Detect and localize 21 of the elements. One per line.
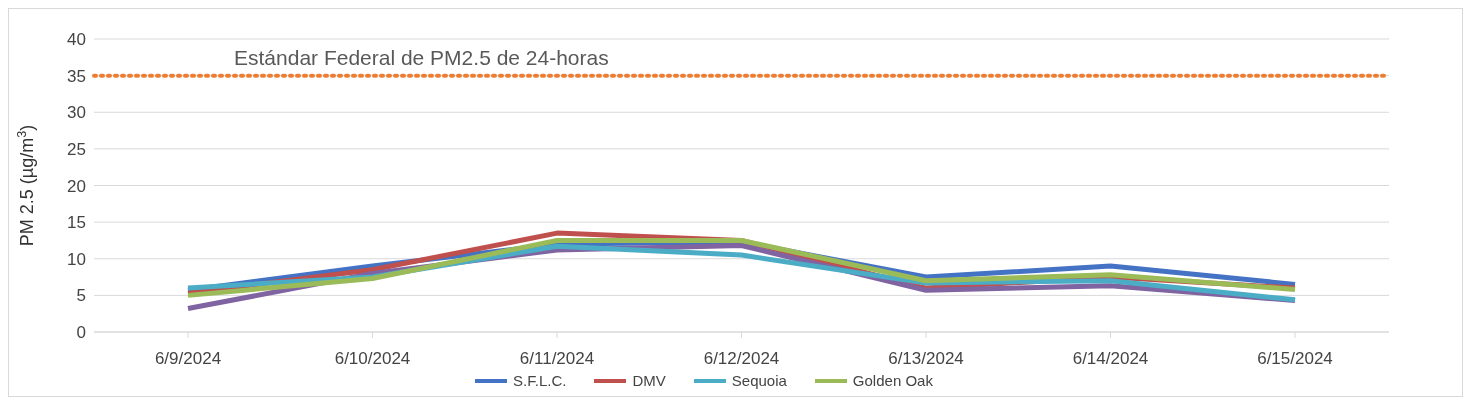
x-tick-label: 6/15/2024 xyxy=(1257,349,1333,369)
y-tick-label: 35 xyxy=(67,66,86,86)
y-tick-label: 5 xyxy=(76,286,86,306)
legend-label: DMV xyxy=(631,372,666,389)
x-tick-label: 6/11/2024 xyxy=(519,349,595,369)
x-tick-label: 6/10/2024 xyxy=(334,349,411,369)
legend-label: S.F.L.C. xyxy=(512,372,567,389)
y-tick-label: 0 xyxy=(76,323,86,343)
y-tick-label: 20 xyxy=(67,176,86,196)
y-tick-label: 40 xyxy=(67,30,86,50)
x-tick-label: 6/9/2024 xyxy=(154,349,222,369)
y-tick-label: 10 xyxy=(67,249,86,269)
legend-label: Golden Oak xyxy=(851,372,933,389)
y-tick-label: 15 xyxy=(67,213,86,233)
x-tick-label: 6/14/2024 xyxy=(1072,349,1149,369)
legend-label: Sequoia xyxy=(730,372,787,389)
x-tick-label: 6/12/2024 xyxy=(703,349,780,369)
ref-line-label: Estándar Federal de PM2.5 de 24-horas xyxy=(234,45,609,69)
x-tick-label: 6/13/2024 xyxy=(888,349,964,369)
y-tick-label: 25 xyxy=(67,139,86,159)
y-tick-label: 30 xyxy=(67,103,86,123)
